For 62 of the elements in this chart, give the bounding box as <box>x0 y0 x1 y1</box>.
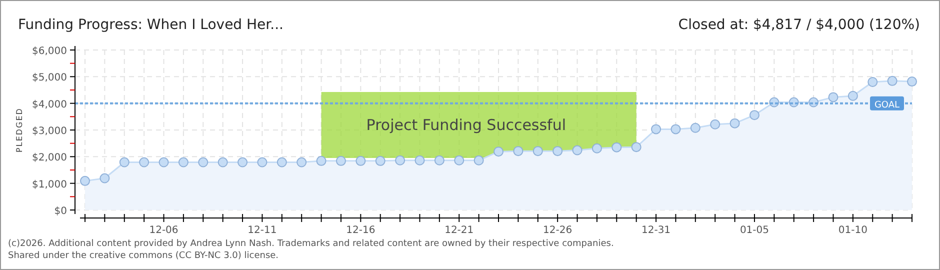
point <box>336 156 346 166</box>
point <box>730 118 740 128</box>
point <box>434 155 444 166</box>
point <box>80 176 90 186</box>
point <box>100 173 110 184</box>
point <box>710 119 720 130</box>
point <box>887 76 898 86</box>
annotation: Project Funding Successful <box>366 116 566 134</box>
chart-title: Funding Progress: When I Loved Her... <box>18 17 284 33</box>
point <box>572 145 582 156</box>
point <box>238 157 248 168</box>
point <box>198 157 208 168</box>
point <box>552 146 563 156</box>
point <box>178 157 188 168</box>
point <box>316 156 326 166</box>
y-tick-label: $6,000 <box>32 46 67 57</box>
point <box>651 124 662 134</box>
point <box>276 157 287 168</box>
y-tick-label: $2,000 <box>32 152 67 164</box>
x-tick-label: 12-06 <box>149 225 178 236</box>
point <box>395 155 406 166</box>
y-tick-label: $5,000 <box>32 72 67 84</box>
x-tick-label: 12-26 <box>543 225 572 236</box>
point <box>907 76 917 87</box>
y-tick-label: $4,000 <box>32 99 67 110</box>
x-tick-label: 12-16 <box>346 225 376 236</box>
point <box>139 157 150 168</box>
x-tick-label: 12-11 <box>248 225 277 236</box>
point <box>296 157 307 168</box>
point <box>414 155 425 166</box>
ref-line-label: GOAL <box>874 100 900 110</box>
point <box>828 92 838 102</box>
point <box>119 157 130 168</box>
point <box>494 146 504 157</box>
y-tick-label: $0 <box>54 206 67 217</box>
point <box>612 142 622 152</box>
point <box>670 124 681 134</box>
point <box>513 146 524 156</box>
point <box>257 157 268 168</box>
point <box>158 157 169 168</box>
point <box>631 142 642 152</box>
y-tick-label: $3,000 <box>32 126 67 137</box>
point <box>848 90 858 101</box>
point <box>375 156 386 166</box>
x-tick-label: 12-21 <box>444 225 474 236</box>
x-tick-label: 12-31 <box>641 225 671 236</box>
point <box>592 143 602 154</box>
point <box>474 155 484 166</box>
point <box>356 156 366 166</box>
y-tick-label: $1,000 <box>32 179 67 190</box>
point <box>749 110 760 120</box>
point <box>454 155 464 166</box>
chart-subtitle: Closed at: $4,817 / $4,000 (120%) <box>678 17 920 33</box>
x-tick-label: 01-05 <box>740 225 770 236</box>
point <box>532 146 543 156</box>
x-tick-label: 01-10 <box>838 225 868 236</box>
y-axis-title: PLEDGED <box>15 108 24 152</box>
point <box>868 77 878 87</box>
point <box>690 122 700 133</box>
point <box>218 157 228 168</box>
text: Shared under the creative commons (CC BY-NC 3.0) license. <box>8 251 279 261</box>
text: (c)2026. Additional content provided by Andrea Lynn Nash. Trademarks and related content are owned by their respective companies. <box>8 239 614 249</box>
